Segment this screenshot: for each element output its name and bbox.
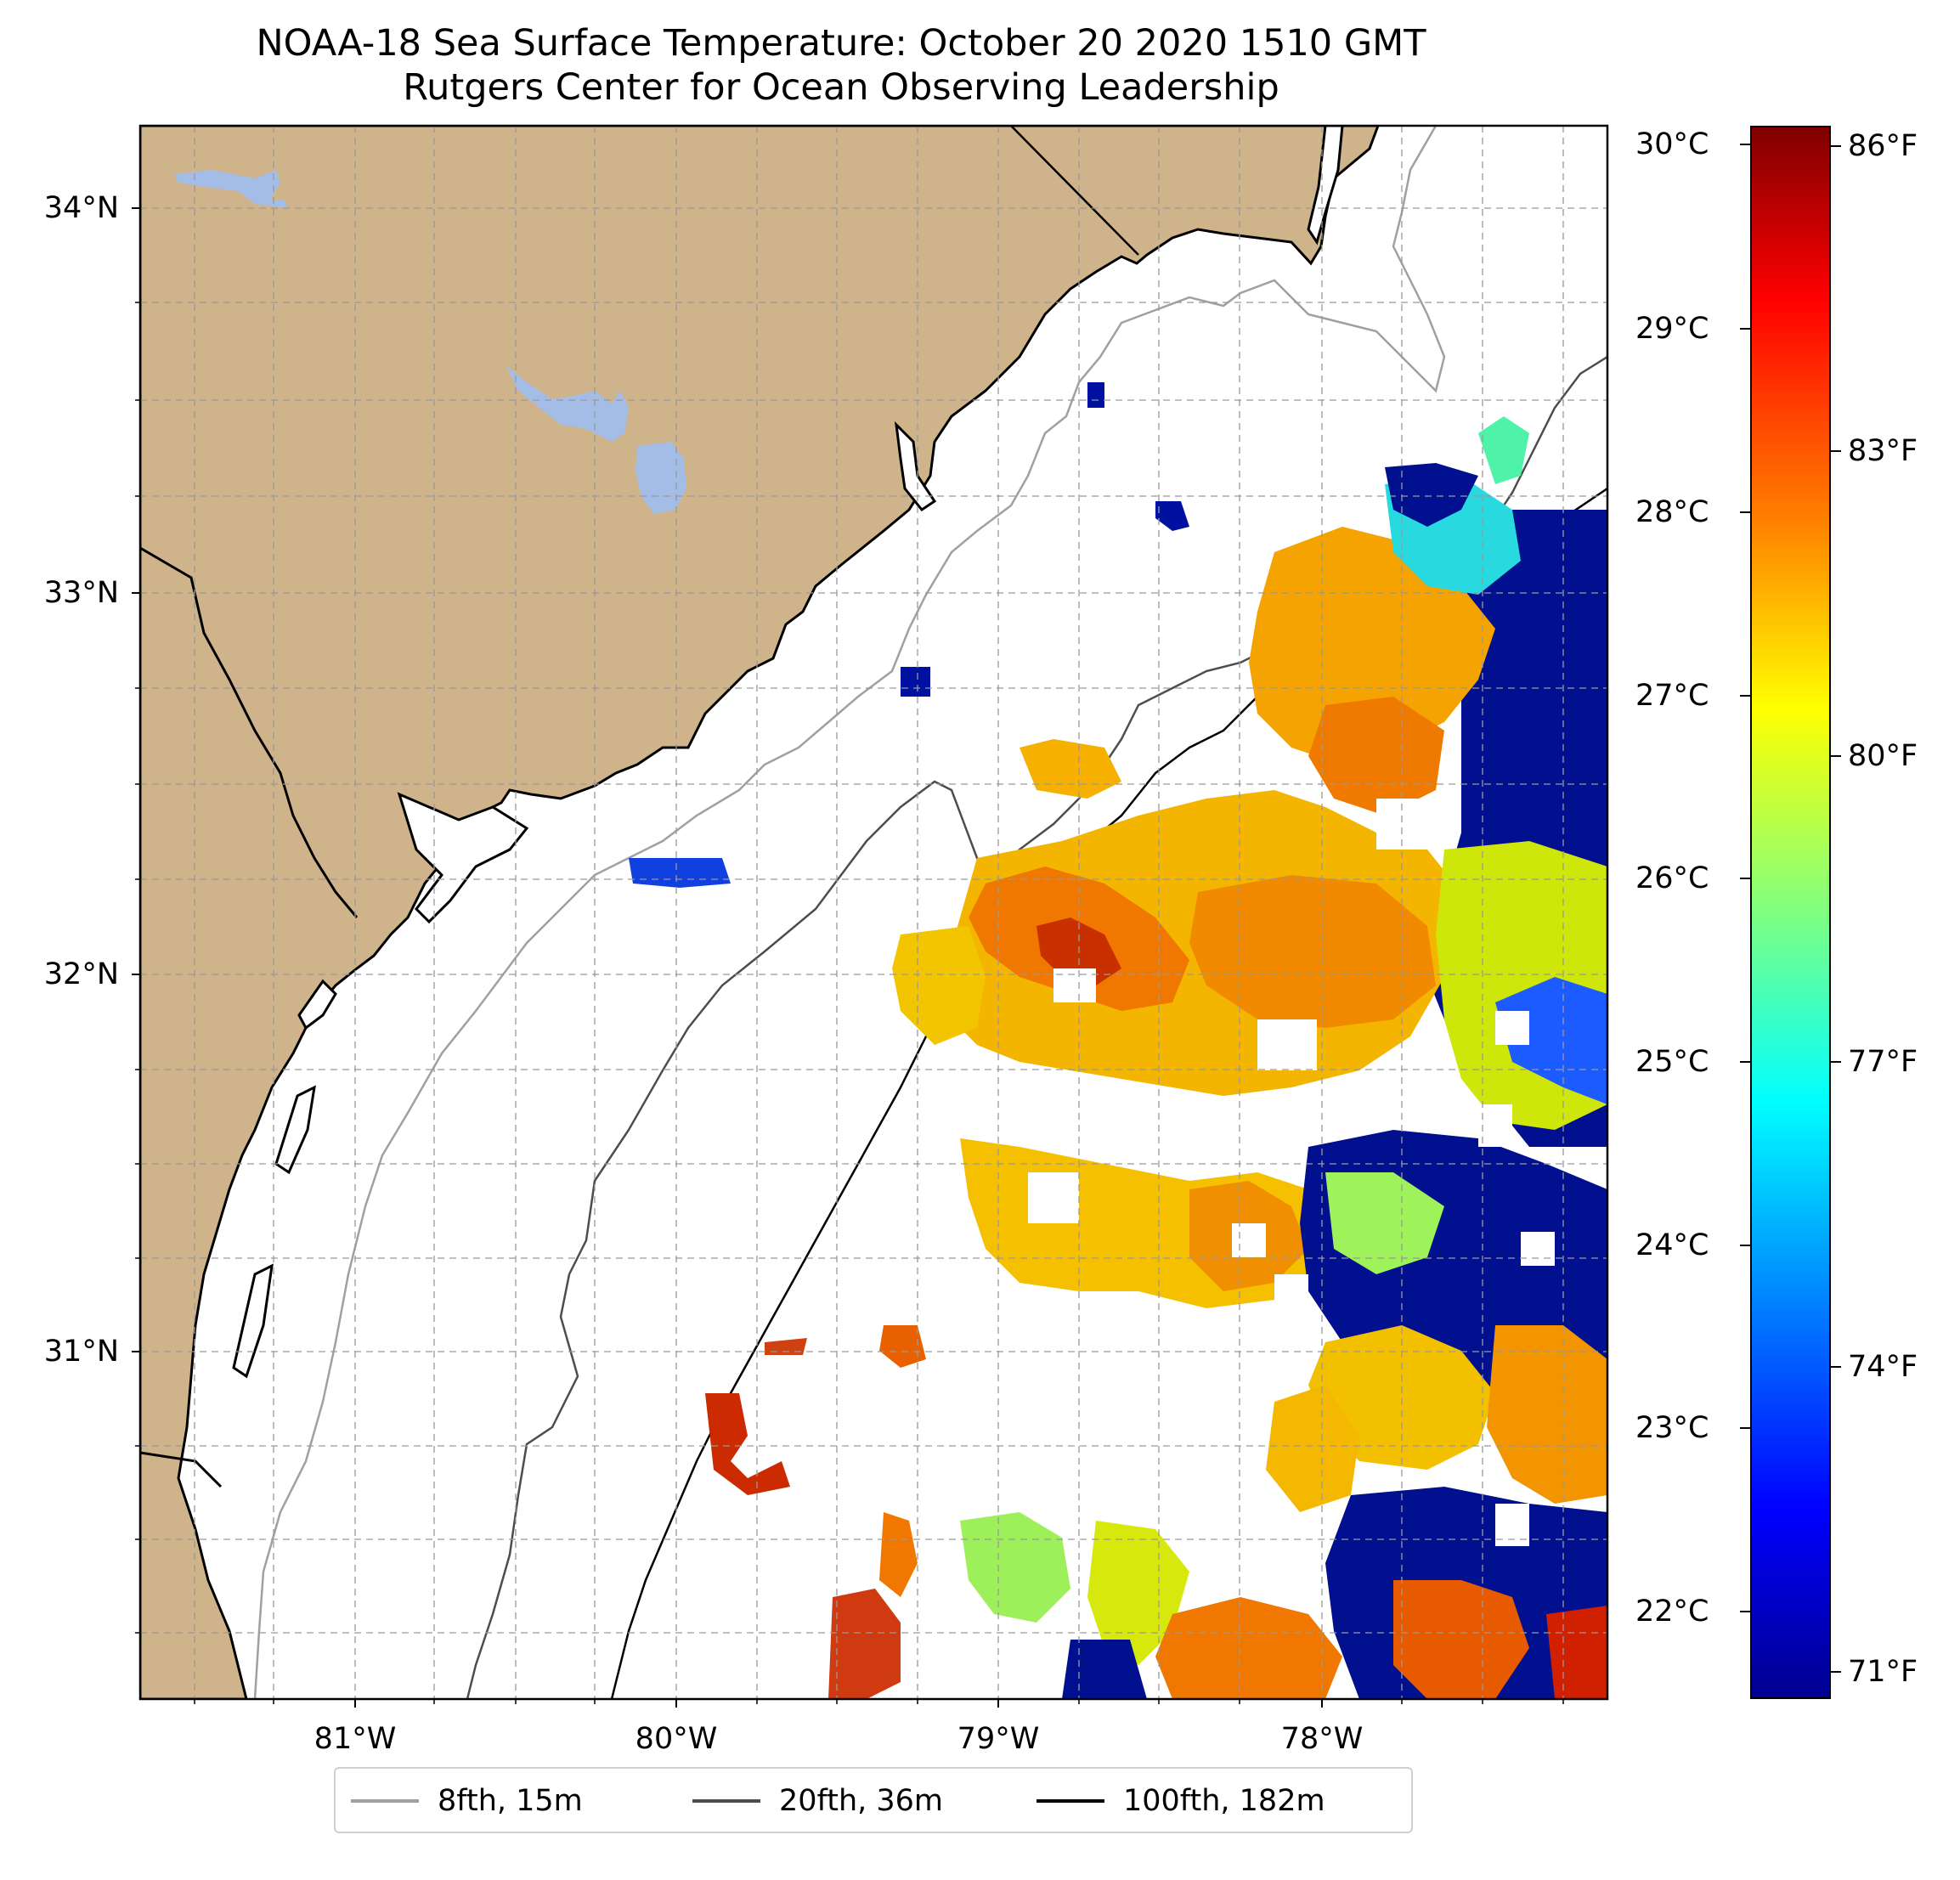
legend-swatch [351, 1799, 419, 1803]
celsius-tick-label: 22°C [1635, 1595, 1709, 1629]
legend-swatch [692, 1799, 760, 1803]
state-border [140, 1451, 223, 1488]
state-border [140, 546, 359, 918]
lon-label: 80°W [635, 1722, 718, 1756]
legend-label: 8fth, 15m [438, 1784, 583, 1818]
fahrenheit-tick-label: 80°F [1848, 739, 1918, 773]
fahrenheit-tick-label: 86°F [1848, 129, 1918, 163]
axis-ticks [132, 207, 1323, 1708]
legend-label: 100fth, 182m [1123, 1784, 1325, 1818]
celsius-tick-label: 23°C [1635, 1411, 1709, 1445]
missing-data [1028, 799, 1555, 1580]
celsius-tick-label: 26°C [1635, 861, 1709, 895]
celsius-tick-label: 25°C [1635, 1045, 1709, 1079]
inland-lakes [174, 170, 686, 514]
celsius-tick-label: 28°C [1635, 495, 1709, 529]
map-gridlines [140, 126, 1607, 1699]
minor-ticks [135, 302, 1564, 1704]
celsius-tick-label: 30°C [1635, 127, 1709, 161]
legend-item-8fth: 8fth, 15m [351, 1782, 583, 1820]
celsius-tick-label: 27°C [1635, 679, 1709, 713]
contour-legend: 8fth, 15m 20fth, 36m 100fth, 182m [334, 1767, 1413, 1833]
lat-label: 32°N [43, 957, 119, 991]
coastal-inlets [232, 126, 1344, 1379]
colorbar-ticks [1740, 144, 1841, 1673]
lat-label: 33°N [43, 576, 119, 610]
land-mass [140, 126, 1380, 1699]
fahrenheit-tick-label: 71°F [1848, 1655, 1918, 1689]
lon-label: 78°W [1280, 1722, 1364, 1756]
fahrenheit-tick-label: 77°F [1848, 1045, 1918, 1079]
lat-label: 34°N [43, 191, 119, 225]
celsius-tick-label: 24°C [1635, 1228, 1709, 1262]
fahrenheit-tick-label: 83°F [1848, 434, 1918, 468]
legend-swatch [1036, 1799, 1104, 1803]
legend-item-100fth: 100fth, 182m [1036, 1782, 1325, 1820]
celsius-tick-label: 29°C [1635, 312, 1709, 346]
fahrenheit-tick-label: 74°F [1848, 1350, 1918, 1384]
sst-data-field [629, 382, 1607, 1699]
map-border [138, 124, 1609, 1701]
state-border [1010, 126, 1139, 256]
lon-label: 81°W [313, 1722, 397, 1756]
lon-label: 79°W [957, 1722, 1040, 1756]
map-subtitle: Rutgers Center for Ocean Observing Leade… [403, 66, 1279, 109]
map-title: NOAA-18 Sea Surface Temperature: October… [256, 22, 1426, 65]
legend-item-20fth: 20fth, 36m [692, 1782, 943, 1820]
lat-label: 31°N [43, 1335, 119, 1369]
legend-label: 20fth, 36m [779, 1784, 944, 1818]
temperature-colorbar [1750, 126, 1831, 1699]
